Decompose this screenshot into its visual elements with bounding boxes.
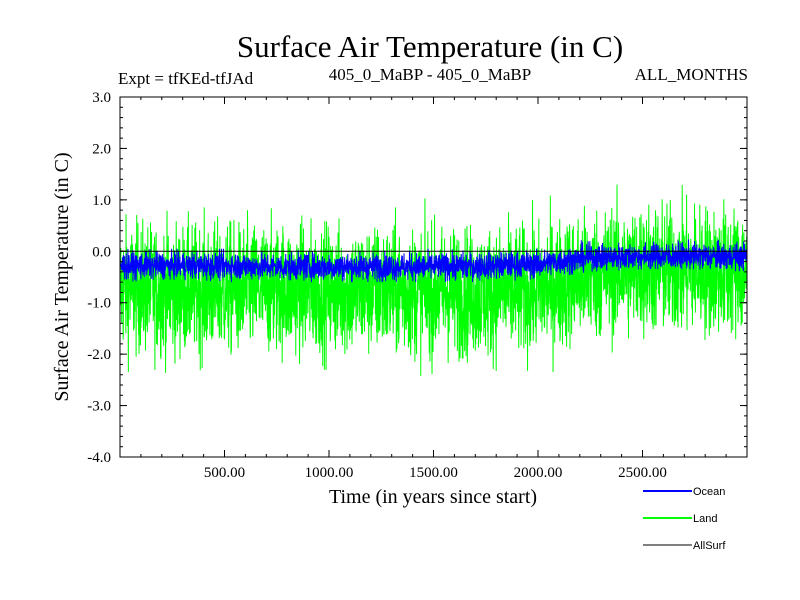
- subtitle-right: ALL_MONTHS: [635, 65, 748, 84]
- series-land-line: [119, 184, 748, 377]
- legend-label-land: Land: [693, 513, 717, 525]
- legend-label-allsurf: AllSurf: [693, 540, 726, 552]
- plot-layer: [119, 184, 748, 377]
- series-ocean-line: [119, 239, 748, 283]
- y-tick-label: -2.0: [87, 347, 111, 363]
- legend: Ocean Land AllSurf: [643, 486, 726, 552]
- legend-label-ocean: Ocean: [693, 486, 725, 498]
- y-tick-label: -1.0: [87, 296, 111, 312]
- chart-title: Surface Air Temperature (in C): [237, 29, 623, 64]
- x-tick-label: 500.00: [204, 465, 245, 481]
- y-tick-label: 2.0: [92, 141, 111, 157]
- axis-layer: 3.0 2.0 1.0 0.0 -1.0 -2.0 -3.0 -4.0 500.00 1000.0…: [87, 90, 747, 481]
- y-tick-label: -3.0: [87, 399, 111, 415]
- y-tick-label: -4.0: [87, 450, 111, 466]
- y-axis-label: Surface Air Temperature (in C): [51, 152, 73, 401]
- x-tick-label: 1000.00: [305, 465, 354, 481]
- x-tick-label: 1500.00: [409, 465, 458, 481]
- y-tick-label: 0.0: [92, 244, 111, 260]
- x-tick-label: 2500.00: [618, 465, 667, 481]
- y-tick-label: 3.0: [92, 90, 111, 106]
- subtitle-center: 405_0_MaBP - 405_0_MaBP: [329, 65, 531, 84]
- x-tick-label: 2000.00: [514, 465, 563, 481]
- y-tick-label: 1.0: [92, 193, 111, 209]
- x-axis-label: Time (in years since start): [329, 486, 537, 508]
- subtitle-left: Expt = tfKEd-tfJAd: [118, 69, 254, 88]
